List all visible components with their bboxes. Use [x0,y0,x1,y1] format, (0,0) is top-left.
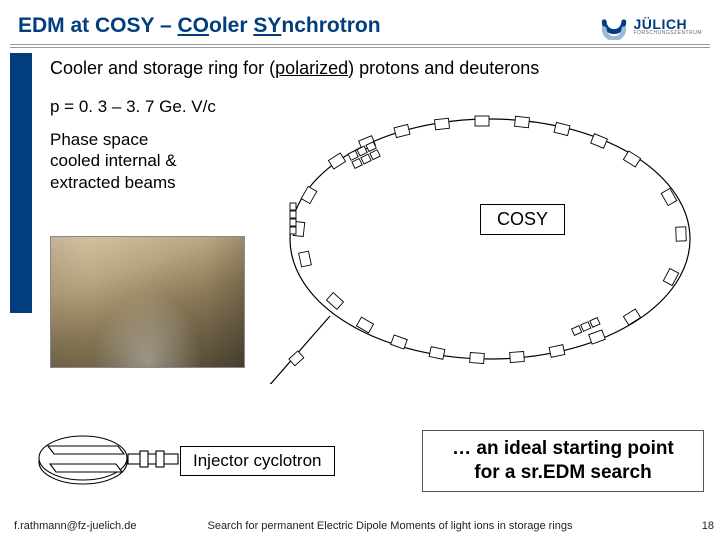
subtitle-post: ) protons and deuterons [348,58,539,78]
slide-header: EDM at COSY – COoler SYnchrotron JÜLICH … [18,6,702,46]
footer-center-text: Search for permanent Electric Dipole Mom… [0,520,720,532]
photo-arc-2 [50,287,245,368]
cyclotron-schematic-icon [28,420,188,500]
injector-label-box: Injector cyclotron [180,446,335,476]
cosy-label-box: COSY [480,204,565,235]
title-emph-co: CO [178,14,210,37]
ideal-l1: … an ideal starting point [452,438,674,459]
left-accent-bar [10,53,32,313]
header-rule-1 [10,44,710,45]
header-rule-2 [10,47,710,48]
slide-content: Cooler and storage ring for (polarized) … [50,58,702,510]
phase-space-text: Phase space cooled internal & extracted … [50,129,250,193]
title-prefix: EDM at COSY – [18,14,178,37]
subtitle-underline: polarized [275,58,348,78]
slide-footer: f.rathmann@fz-juelich.de Search for perm… [0,516,720,536]
juelich-logo: JÜLICH FORSCHUNGSZENTRUM [600,12,703,40]
logo-subtext: FORSCHUNGSZENTRUM [634,30,703,36]
ideal-l2: for a sr.EDM search [474,462,651,483]
juelich-logo-icon [600,12,628,40]
title-mid-2: nchrotron [281,14,380,37]
ring-svg [270,94,710,384]
subtitle-pre: Cooler and storage ring for ( [50,58,275,78]
ideal-starting-point-box: … an ideal starting point for a sr.EDM s… [422,430,704,492]
phase-l2: cooled internal & [50,151,177,170]
footer-page-number: 18 [702,520,714,532]
logo-text-wrap: JÜLICH FORSCHUNGSZENTRUM [634,16,703,36]
subtitle: Cooler and storage ring for (polarized) … [50,58,702,79]
slide-title: EDM at COSY – COoler SYnchrotron [18,14,381,38]
cyclotron-photo [50,236,245,368]
cosy-ring-diagram: COSY [270,94,710,384]
phase-l3: extracted beams [50,173,176,192]
title-emph-sy: SY [253,14,281,37]
title-mid-1: oler [209,14,253,37]
phase-l1: Phase space [50,130,148,149]
